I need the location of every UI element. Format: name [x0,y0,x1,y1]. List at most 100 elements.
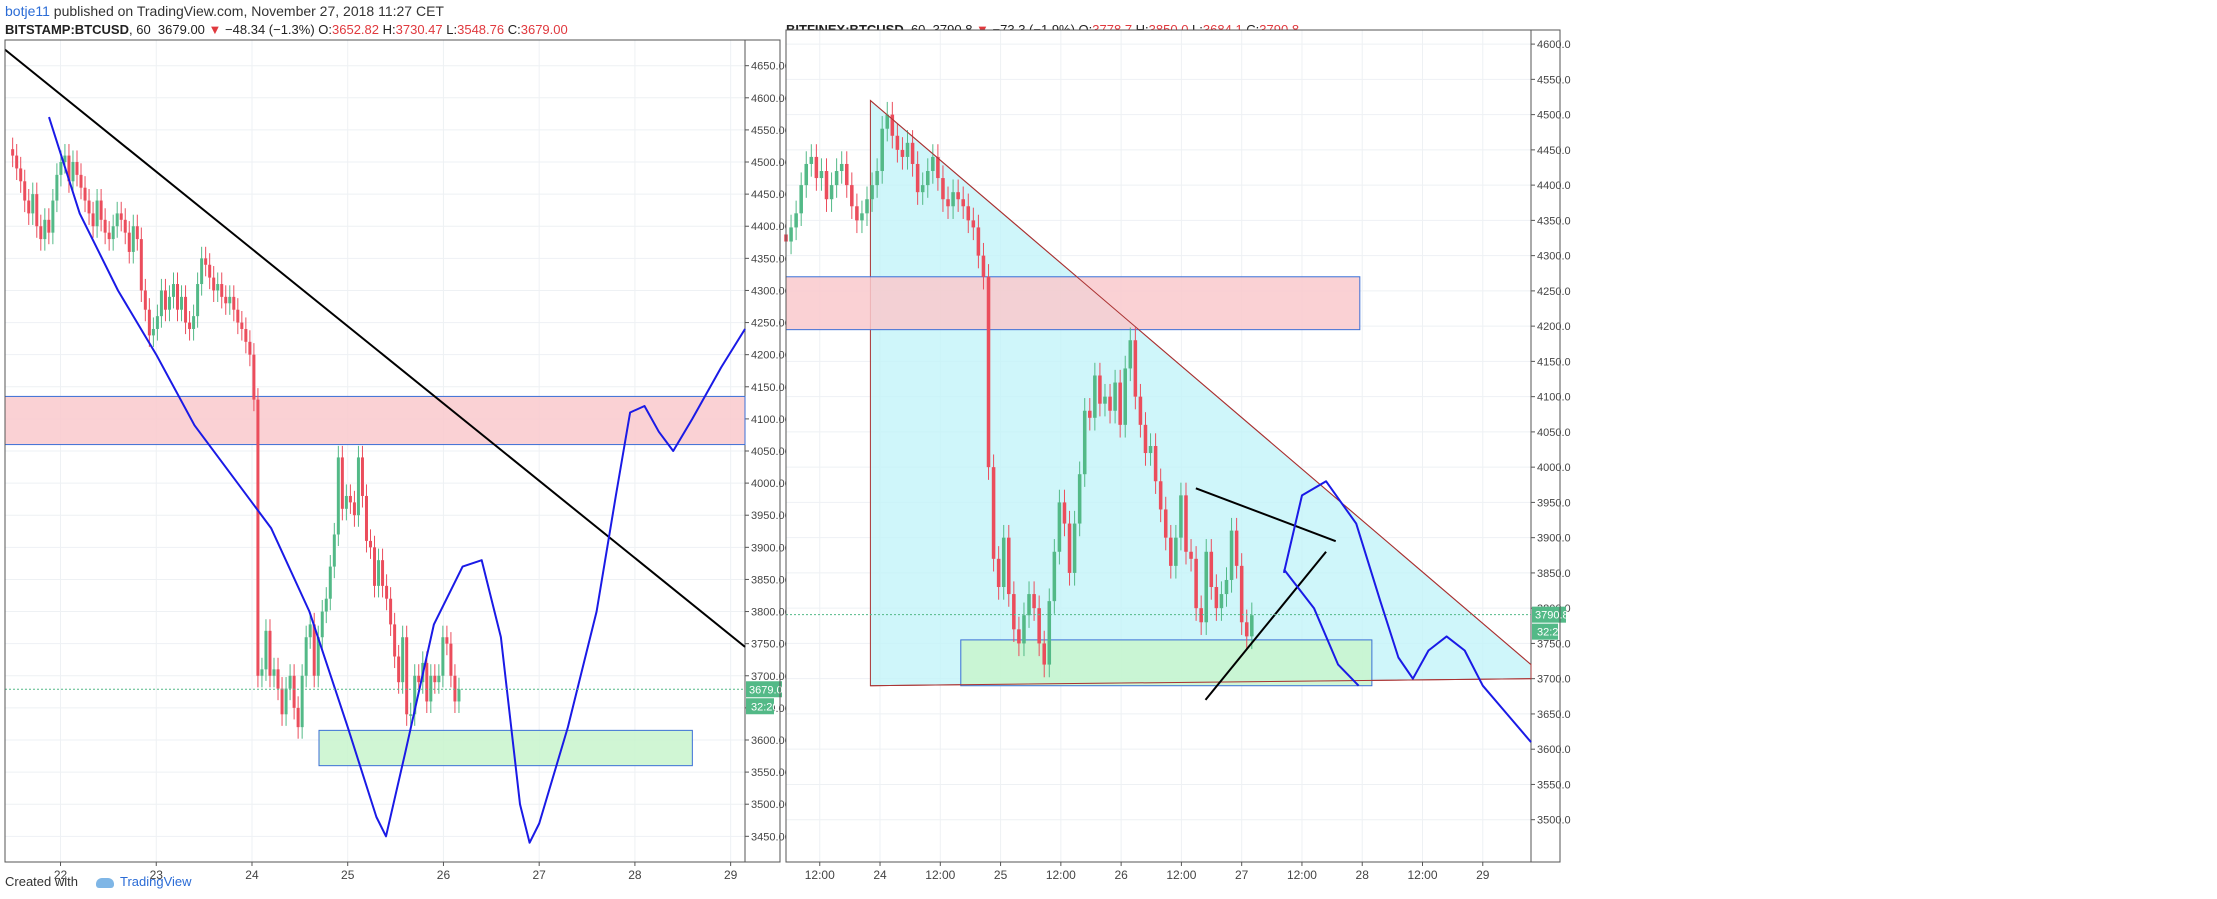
right-candle [1219,594,1224,609]
left-candle [240,322,244,329]
left-last: 3679.00 [157,22,205,37]
right-candle [1067,523,1072,573]
left-ytick-label: 4100.00 [751,414,791,426]
left-candle [312,624,316,676]
left-candle [364,495,368,541]
left-ytick-label: 4600.00 [751,93,791,105]
right-xtick-label: 12:00 [805,868,835,882]
right-candle [895,135,900,150]
left-candle [280,688,284,715]
right-candle [1027,594,1031,616]
left-interval: 60 [136,22,151,37]
left-candle [457,689,461,702]
left-candle [15,155,19,169]
left-candle [176,284,180,310]
left-candle [332,534,336,567]
left-candle [381,560,385,586]
right-candle [804,163,809,186]
right-candle [1093,375,1097,418]
left-candle [220,284,224,297]
right-candle [1128,340,1133,369]
right-ytick-label: 4050.0 [1537,427,1571,439]
left-outer-frame [4,39,781,863]
left-candle [256,399,260,676]
left-candle [377,560,381,586]
published-header: botje11 published on TradingView.com, No… [5,3,444,19]
right-candle [865,199,869,214]
left-candle [123,219,127,233]
left-trendline [4,48,746,648]
author-link[interactable]: botje11 [5,3,50,19]
published-text: published on TradingView.com, November 2… [49,3,444,19]
left-ytick-label: 4350.00 [751,253,791,265]
left-candle [356,457,360,516]
right-candle [1082,410,1087,475]
right-candle [789,227,793,242]
left-ytick-label: 4400.00 [751,221,791,233]
right-projection-curve-2 [1283,568,1360,687]
left-high: 3730.47 [395,22,443,37]
left-resistance-zone [4,395,746,446]
right-candle [819,171,824,179]
left-candle [264,630,268,670]
right-trendline [870,678,1532,687]
right-candle [1158,481,1163,510]
left-ytick-label: 4000.00 [751,478,791,490]
left-low: 3548.76 [457,22,505,37]
left-candle [43,219,47,240]
right-candle [1234,530,1239,566]
left-xtick-label: 28 [628,868,642,882]
right-xtick-label: 12:00 [1046,868,1076,882]
left-candle [75,162,79,175]
right-last-price-label: 3790.8 [1535,610,1569,622]
right-candle [961,199,965,207]
right-candle [1012,594,1016,630]
left-last-price-label: 3679.00 [749,684,789,696]
left-ytick-label: 3950.00 [751,510,791,522]
right-candle [880,128,884,172]
right-ytick-label: 4550.0 [1537,74,1571,86]
left-xtick-label: 22 [54,868,68,882]
left-candle [79,174,83,188]
right-ytick-label: 3750.0 [1537,638,1571,650]
left-candle [272,669,276,676]
right-ytick-label: 4150.0 [1537,356,1571,368]
right-xtick-label: 25 [994,868,1008,882]
right-candle [1250,615,1254,637]
right-candle [925,171,930,186]
right-candle [991,467,996,559]
left-symbol-header: BITSTAMP:BTCUSD, 60 3679.00 ▼ −48.34 (−1… [5,22,568,37]
left-candle [308,624,312,638]
right-ytick-label: 4350.0 [1537,215,1571,227]
right-ytick-label: 4000.0 [1537,462,1571,474]
left-candle [252,354,256,400]
left-candle [47,219,51,233]
left-candle [296,707,300,728]
right-candle [941,178,945,200]
left-candle [352,502,356,516]
left-ytick-label: 4150.00 [751,382,791,394]
left-candle [135,226,139,240]
left-ytick-label: 4550.00 [751,125,791,137]
tradingview-link[interactable]: TradingView [119,874,192,889]
left-candle [27,200,31,214]
left-ytick-label: 3800.00 [751,607,791,619]
right-ytick-label: 3700.0 [1537,674,1571,686]
left-ytick-label: 4500.00 [751,157,791,169]
right-candle [1022,615,1026,644]
left-candle [208,264,212,278]
left-candle [401,637,405,683]
left-candle [300,675,304,728]
left-xtick-label: 23 [150,868,164,882]
left-ytick-label: 3900.00 [751,542,791,554]
left-candle [328,566,332,599]
right-ytick-label: 3900.0 [1537,533,1571,545]
right-xtick-label: 12:00 [925,868,955,882]
right-candle [814,156,819,179]
left-candle [236,309,240,323]
left-open: 3652.82 [332,22,380,37]
left-ytick-label: 3700.00 [751,671,791,683]
right-candle [1163,509,1168,538]
